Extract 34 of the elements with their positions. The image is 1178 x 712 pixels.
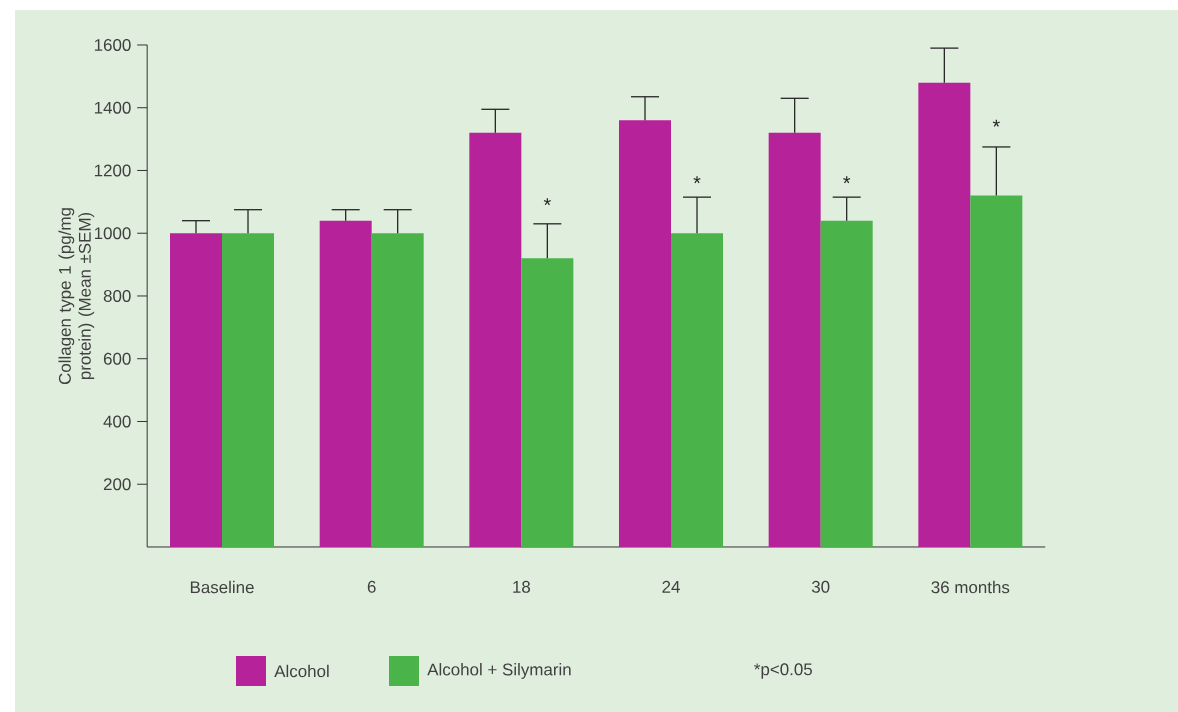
y-tick-label: 1200 [94, 164, 131, 177]
bar [170, 233, 223, 547]
y-tick-label: 600 [103, 352, 131, 365]
y-tick-label: 1400 [94, 101, 131, 114]
annotation: * [693, 176, 701, 184]
x-tick-label: 36 months [931, 580, 1010, 594]
bar [970, 195, 1023, 547]
x-tick-label: 24 [662, 580, 680, 593]
bar [319, 220, 372, 547]
x-tick-label: 6 [367, 580, 376, 593]
x-tick-label: 30 [811, 580, 830, 593]
bar [521, 258, 574, 547]
text: *p<0.05 [754, 663, 812, 679]
y-tick-label: 800 [103, 289, 131, 302]
y-tick-label: 1000 [94, 227, 131, 240]
y-tick-label: 1600 [94, 38, 131, 51]
bar [222, 233, 275, 547]
y-axis-title: Collagen type 1 (pg/mg protein) (Mean ±SEM) [58, 208, 95, 385]
legend-label: Alcohol + Silymarin [427, 663, 571, 679]
legend-label: Alcohol [274, 664, 329, 678]
bar [768, 132, 821, 547]
annotation: * [992, 119, 1000, 127]
annotation: * [543, 198, 551, 206]
annotation: * [843, 176, 851, 184]
bar [619, 120, 672, 547]
bar [371, 233, 424, 547]
bar [918, 82, 971, 547]
x-tick-label: 18 [513, 580, 531, 593]
bar [820, 220, 873, 547]
bar [469, 132, 522, 547]
x-tick-label: Baseline [190, 580, 254, 594]
bar [671, 233, 724, 547]
y-tick-label: 400 [103, 415, 131, 428]
y-tick-label: 200 [103, 478, 131, 491]
